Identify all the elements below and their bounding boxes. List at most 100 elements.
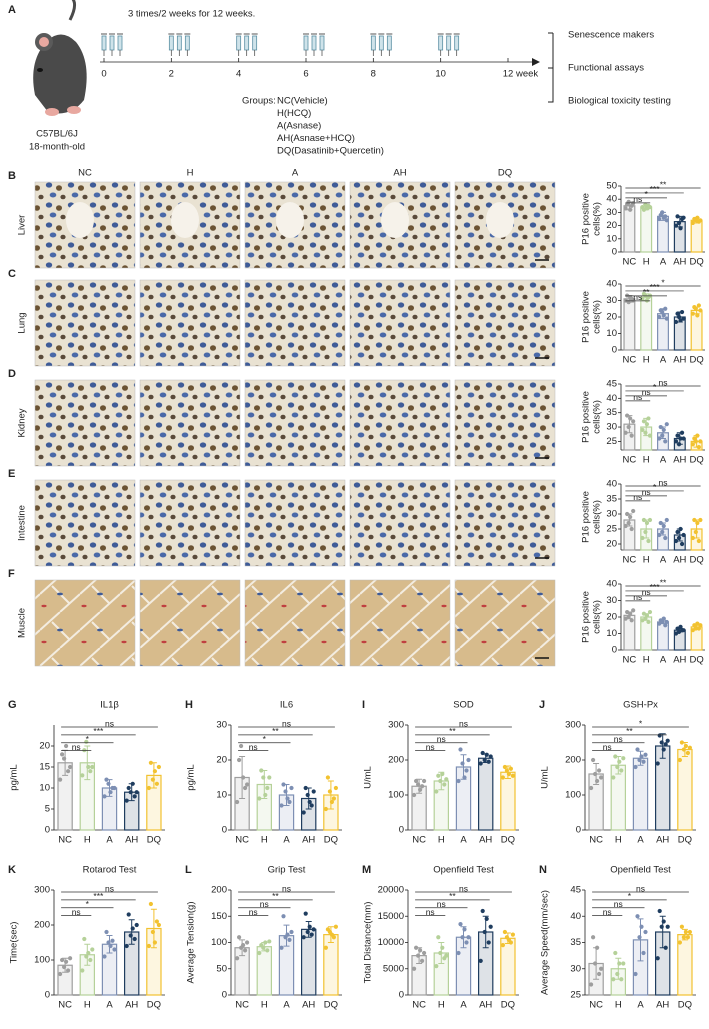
- data-point: [67, 764, 73, 770]
- data-point: [458, 922, 463, 927]
- y-tick-label: 25: [606, 524, 617, 535]
- data-point: [488, 924, 493, 929]
- y-tick-label: 40: [570, 911, 581, 922]
- data-point: [486, 940, 491, 945]
- data-point: [594, 778, 600, 784]
- y-tick-label: 100: [34, 955, 50, 966]
- column-label: H: [187, 168, 194, 179]
- data-point: [414, 778, 419, 784]
- significance-label: ***: [650, 282, 661, 292]
- data-point: [687, 745, 692, 750]
- x-tick-label: NC: [412, 835, 426, 846]
- data-point: [311, 927, 316, 932]
- data-point: [617, 759, 622, 764]
- panel-letter: E: [8, 468, 15, 480]
- data-point: [623, 206, 628, 211]
- y-tick-label: 0: [612, 645, 617, 656]
- data-point: [240, 775, 246, 780]
- significance-label: *: [86, 899, 90, 909]
- vessel: [171, 202, 199, 238]
- data-point: [635, 914, 640, 919]
- data-point: [621, 756, 626, 761]
- data-point: [60, 957, 65, 963]
- data-point: [678, 436, 683, 441]
- data-point: [675, 529, 680, 535]
- syringe: [168, 35, 174, 51]
- data-point: [58, 971, 63, 977]
- x-tick-label: NC: [589, 835, 603, 846]
- data-point: [690, 311, 695, 316]
- data-point: [643, 616, 648, 621]
- significance-label: *: [639, 718, 643, 728]
- data-point: [112, 947, 117, 952]
- data-point: [434, 789, 439, 794]
- data-point: [695, 433, 700, 438]
- y-tick-label: 5000: [383, 963, 404, 974]
- data-point: [665, 738, 670, 743]
- data-point: [663, 214, 668, 219]
- data-point: [460, 761, 465, 766]
- data-point: [698, 439, 703, 444]
- data-point: [307, 924, 312, 929]
- x-tick-label: H: [438, 835, 445, 846]
- micrograph: [34, 379, 136, 467]
- data-point: [333, 924, 338, 929]
- data-point: [617, 961, 622, 966]
- data-point: [626, 614, 631, 620]
- column-label: A: [292, 168, 299, 179]
- data-point: [265, 948, 270, 953]
- data-point: [628, 514, 633, 520]
- data-point: [456, 950, 461, 956]
- data-point: [613, 950, 618, 956]
- micrograph: [454, 279, 556, 367]
- data-point: [126, 785, 131, 791]
- data-point: [698, 623, 703, 628]
- data-point: [659, 924, 664, 929]
- data-point: [589, 785, 594, 791]
- significance-label: ns: [426, 742, 435, 752]
- significance-label: *: [661, 277, 665, 287]
- data-point: [678, 624, 683, 630]
- data-point: [502, 929, 508, 935]
- data-point: [646, 416, 651, 421]
- data-point: [132, 936, 137, 942]
- data-point: [261, 945, 266, 950]
- data-point: [63, 959, 69, 964]
- data-point: [657, 314, 662, 320]
- panel-letter: I: [362, 699, 365, 711]
- x-tick-label: AH: [673, 257, 686, 268]
- data-point: [82, 748, 87, 753]
- significance-label: ns: [633, 194, 642, 204]
- data-point: [693, 626, 698, 631]
- data-point: [655, 761, 660, 766]
- y-tick-label: 30: [216, 720, 227, 731]
- data-point: [462, 775, 467, 780]
- timeline-tick-label: 12: [503, 69, 514, 80]
- data-point: [458, 747, 463, 752]
- x-tick-label: A: [637, 1000, 644, 1011]
- data-point: [594, 945, 600, 950]
- y-tick-label: 300: [388, 720, 404, 731]
- outcome-entry: Functional assays: [568, 63, 644, 74]
- panel-letter: C: [8, 268, 16, 280]
- tissue-label: Lung: [17, 312, 28, 333]
- y-tick-label: 100: [211, 937, 227, 948]
- syringe: [378, 35, 384, 51]
- chart-title: Openfield Test: [610, 865, 671, 876]
- micrograph: [454, 579, 556, 667]
- syringe: [244, 35, 250, 51]
- significance-label: ns: [659, 477, 668, 487]
- data-point: [62, 964, 67, 970]
- x-tick-label: NC: [623, 257, 637, 268]
- data-point: [482, 757, 487, 763]
- data-point: [104, 777, 109, 782]
- data-point: [633, 971, 638, 977]
- y-tick-label: 300: [34, 885, 50, 896]
- data-point: [596, 971, 602, 977]
- column-label: AH: [393, 168, 406, 179]
- data-point: [90, 764, 95, 770]
- data-point: [628, 611, 633, 616]
- data-point: [687, 929, 692, 935]
- data-point: [478, 761, 483, 766]
- data-point: [698, 517, 703, 523]
